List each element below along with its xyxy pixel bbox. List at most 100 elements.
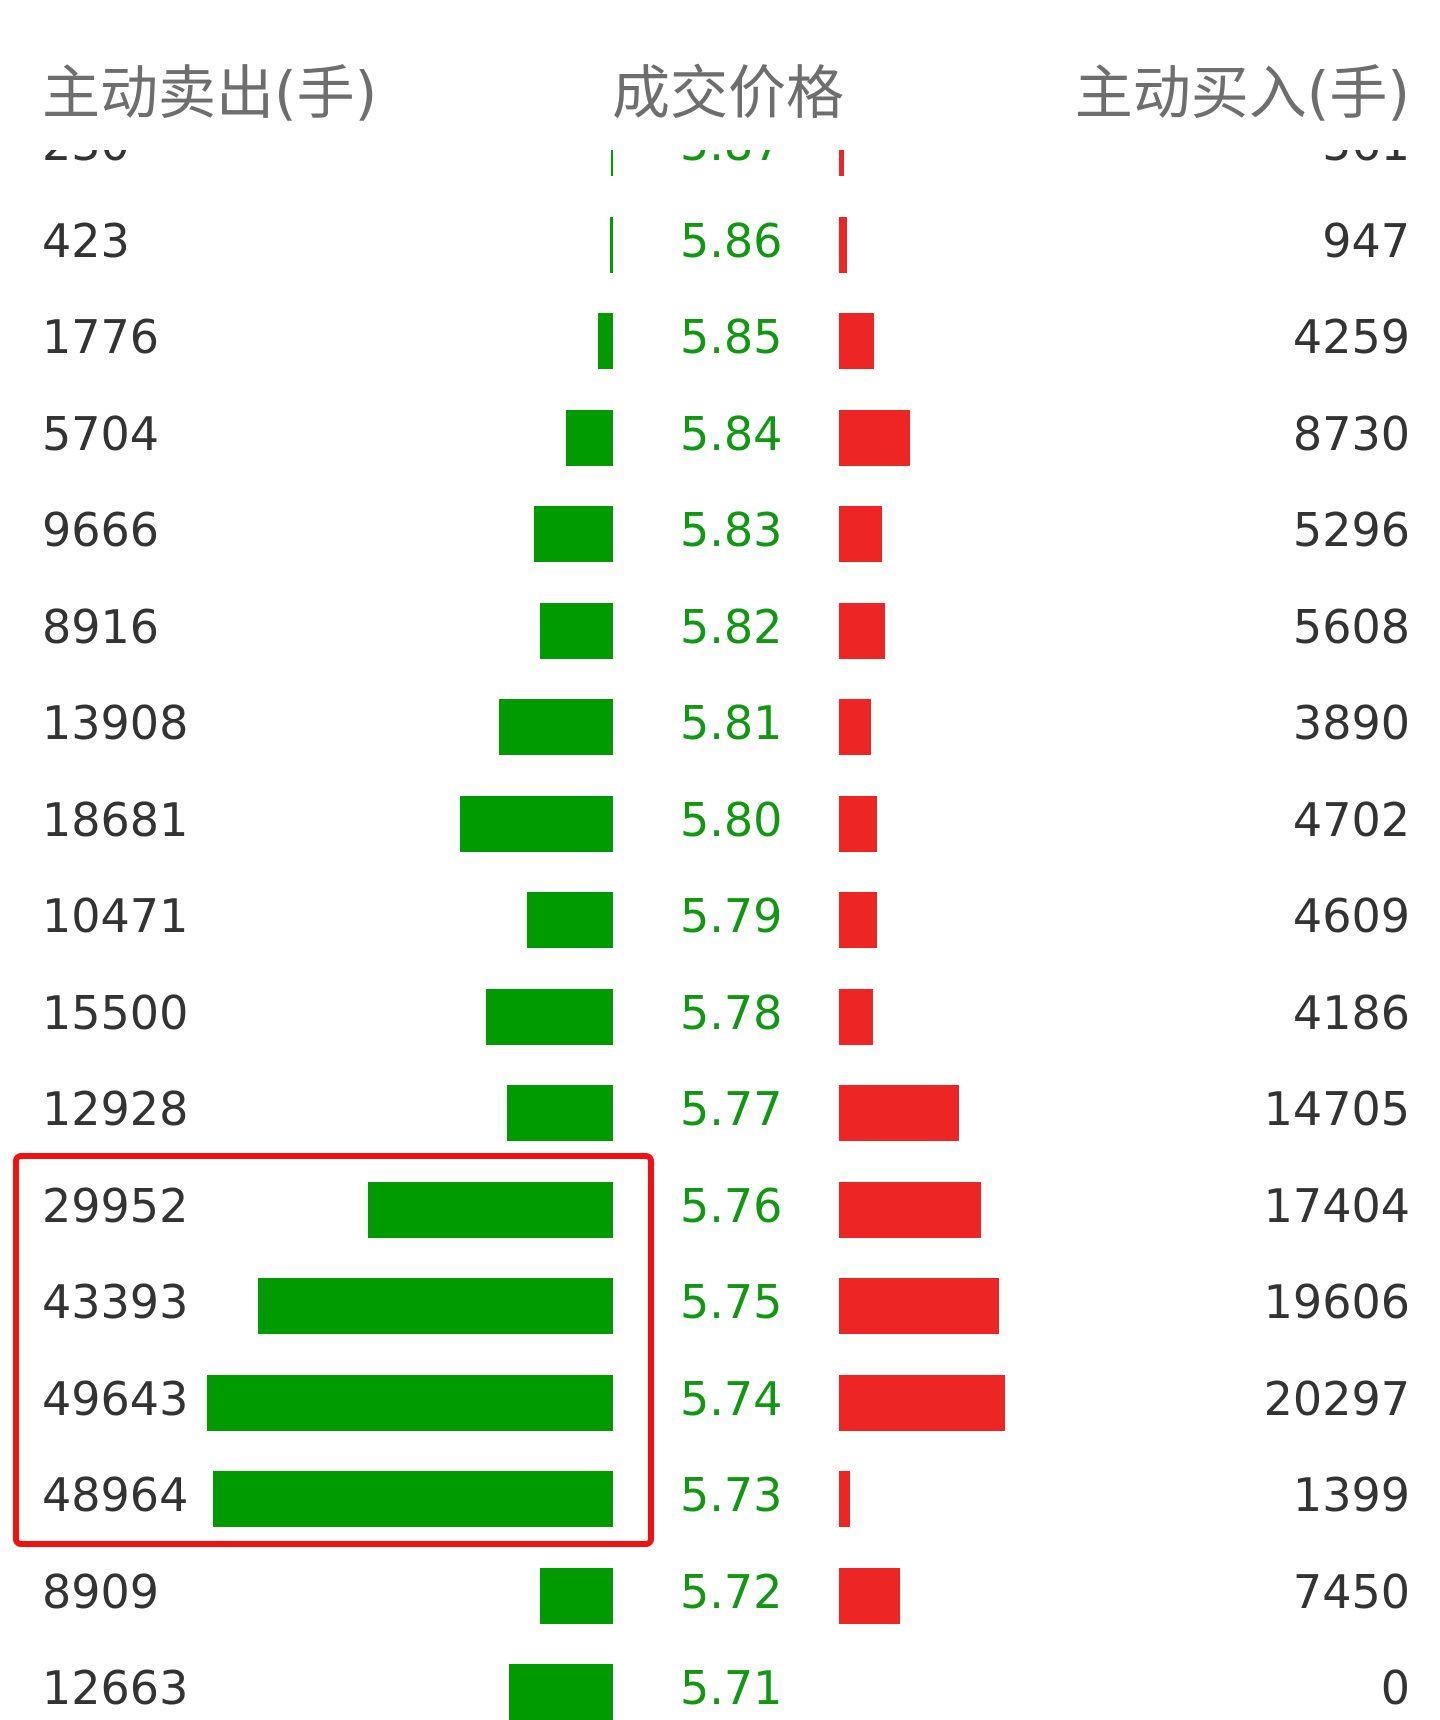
table-row[interactable]: 48964 5.73 1399: [0, 1447, 1440, 1543]
sell-volume: 8916: [42, 599, 160, 654]
sell-volume: 12663: [42, 1661, 189, 1715]
buy-volume-bar: [839, 506, 882, 562]
sell-volume: 43393: [42, 1275, 189, 1329]
buy-volume-bar: [839, 1278, 999, 1334]
buy-volume-bar: [839, 892, 877, 948]
buy-volume-header: 主动买入(手): [1074, 59, 1410, 127]
sell-volume: 49643: [42, 1371, 189, 1426]
table-row[interactable]: 49643 5.74 20297: [0, 1351, 1440, 1447]
price-label: 5.84: [680, 406, 783, 461]
sell-volume: 8909: [42, 1564, 160, 1619]
buy-volume: 7450: [1292, 1564, 1410, 1619]
sell-volume-bar: [213, 1471, 613, 1527]
table-row[interactable]: 5704 5.84 8730: [0, 386, 1440, 482]
buy-volume: 3890: [1292, 696, 1410, 750]
sell-volume: 48964: [42, 1468, 189, 1522]
table-row[interactable]: 8916 5.82 5608: [0, 579, 1440, 675]
price-label: 5.82: [680, 599, 783, 654]
sell-volume-bar: [368, 1181, 613, 1238]
sell-volume-bar: [460, 795, 613, 852]
buy-volume-bar: [839, 795, 877, 852]
buy-volume: 14705: [1263, 1082, 1410, 1136]
sell-volume: 13908: [42, 696, 189, 750]
buy-volume-bar: [839, 699, 871, 755]
table-row[interactable]: 18681 5.80 4702: [0, 772, 1440, 868]
buy-volume: 19606: [1263, 1275, 1410, 1329]
sell-volume-bar: [486, 988, 613, 1045]
price-label: 5.83: [680, 503, 783, 557]
price-label: 5.74: [680, 1371, 783, 1426]
column-header: 主动卖出(手) 成交价格 主动买入(手): [0, 0, 1440, 150]
highlight-box: [13, 1153, 654, 1547]
sell-volume: 423: [42, 213, 130, 268]
buy-volume: 0: [1380, 1661, 1410, 1715]
sell-volume-bar: [509, 1664, 613, 1720]
sell-volume-bar: [499, 699, 613, 755]
buy-volume: 20297: [1263, 1371, 1410, 1426]
sell-volume: 18681: [42, 792, 189, 847]
buy-volume-bar: [839, 602, 885, 659]
buy-volume: 4609: [1292, 889, 1410, 943]
price-label: 5.79: [680, 889, 783, 943]
price-label: 5.75: [680, 1275, 783, 1329]
sell-volume-bar: [534, 506, 613, 562]
sell-volume: 5704: [42, 406, 160, 461]
buy-volume: 947: [1322, 213, 1410, 268]
sell-volume-bar: [540, 602, 613, 659]
buy-volume-bar: [839, 216, 847, 273]
buy-volume: 5608: [1292, 599, 1410, 654]
price-label: 5.81: [680, 696, 783, 750]
buy-volume-bar: [839, 313, 874, 369]
sell-volume: 12928: [42, 1082, 189, 1136]
buy-volume-bar: [839, 1567, 900, 1624]
table-row[interactable]: 12928 5.77 14705: [0, 1061, 1440, 1157]
buy-volume: 4186: [1292, 985, 1410, 1040]
buy-volume-bar: [839, 1181, 981, 1238]
sell-volume-bar: [566, 409, 613, 466]
table-row[interactable]: 12663 5.71 0: [0, 1640, 1440, 1720]
table-row[interactable]: 423 5.86 947: [0, 193, 1440, 289]
buy-volume-bar: [839, 988, 873, 1045]
buy-volume: 4259: [1292, 310, 1410, 364]
sell-volume: 10471: [42, 889, 189, 943]
price-label: 5.80: [680, 792, 783, 847]
price-label: 5.77: [680, 1082, 783, 1136]
sell-volume-header: 主动卖出(手): [42, 59, 378, 127]
sell-volume-bar: [507, 1085, 613, 1141]
table-row[interactable]: 10471 5.79 4609: [0, 868, 1440, 964]
buy-volume: 1399: [1292, 1468, 1410, 1522]
sell-volume: 9666: [42, 503, 160, 557]
table-row[interactable]: 29952 5.76 17404: [0, 1158, 1440, 1254]
table-row[interactable]: 9666 5.83 5296: [0, 482, 1440, 578]
buy-volume-bar: [839, 1374, 1005, 1431]
price-header: 成交价格: [612, 59, 845, 127]
buy-volume: 5296: [1292, 503, 1410, 557]
buy-volume-bar: [839, 409, 910, 466]
table-row[interactable]: 13908 5.81 3890: [0, 675, 1440, 771]
sell-volume-bar: [207, 1374, 613, 1431]
price-label: 5.72: [680, 1564, 783, 1619]
sell-volume-bar: [540, 1567, 613, 1624]
buy-volume: 17404: [1263, 1178, 1410, 1233]
sell-volume: 15500: [42, 985, 189, 1040]
sell-volume: 29952: [42, 1178, 189, 1233]
table-row[interactable]: 1776 5.85 4259: [0, 289, 1440, 385]
sell-volume-bar: [598, 313, 613, 369]
table-row[interactable]: 43393 5.75 19606: [0, 1254, 1440, 1350]
price-label: 5.86: [680, 213, 783, 268]
sell-volume-bar: [527, 892, 613, 948]
price-label: 5.76: [680, 1178, 783, 1233]
buy-volume: 8730: [1292, 406, 1410, 461]
price-label: 5.73: [680, 1468, 783, 1522]
price-label: 5.78: [680, 985, 783, 1040]
buy-volume-bar: [839, 1471, 850, 1527]
sell-volume-bar: [258, 1278, 613, 1334]
sell-volume: 1776: [42, 310, 160, 364]
buy-volume-bar: [839, 1085, 959, 1141]
table-row[interactable]: 15500 5.78 4186: [0, 965, 1440, 1061]
price-label: 5.85: [680, 310, 783, 364]
buy-volume: 4702: [1292, 792, 1410, 847]
table-row[interactable]: 8909 5.72 7450: [0, 1544, 1440, 1640]
price-label: 5.71: [680, 1661, 783, 1715]
